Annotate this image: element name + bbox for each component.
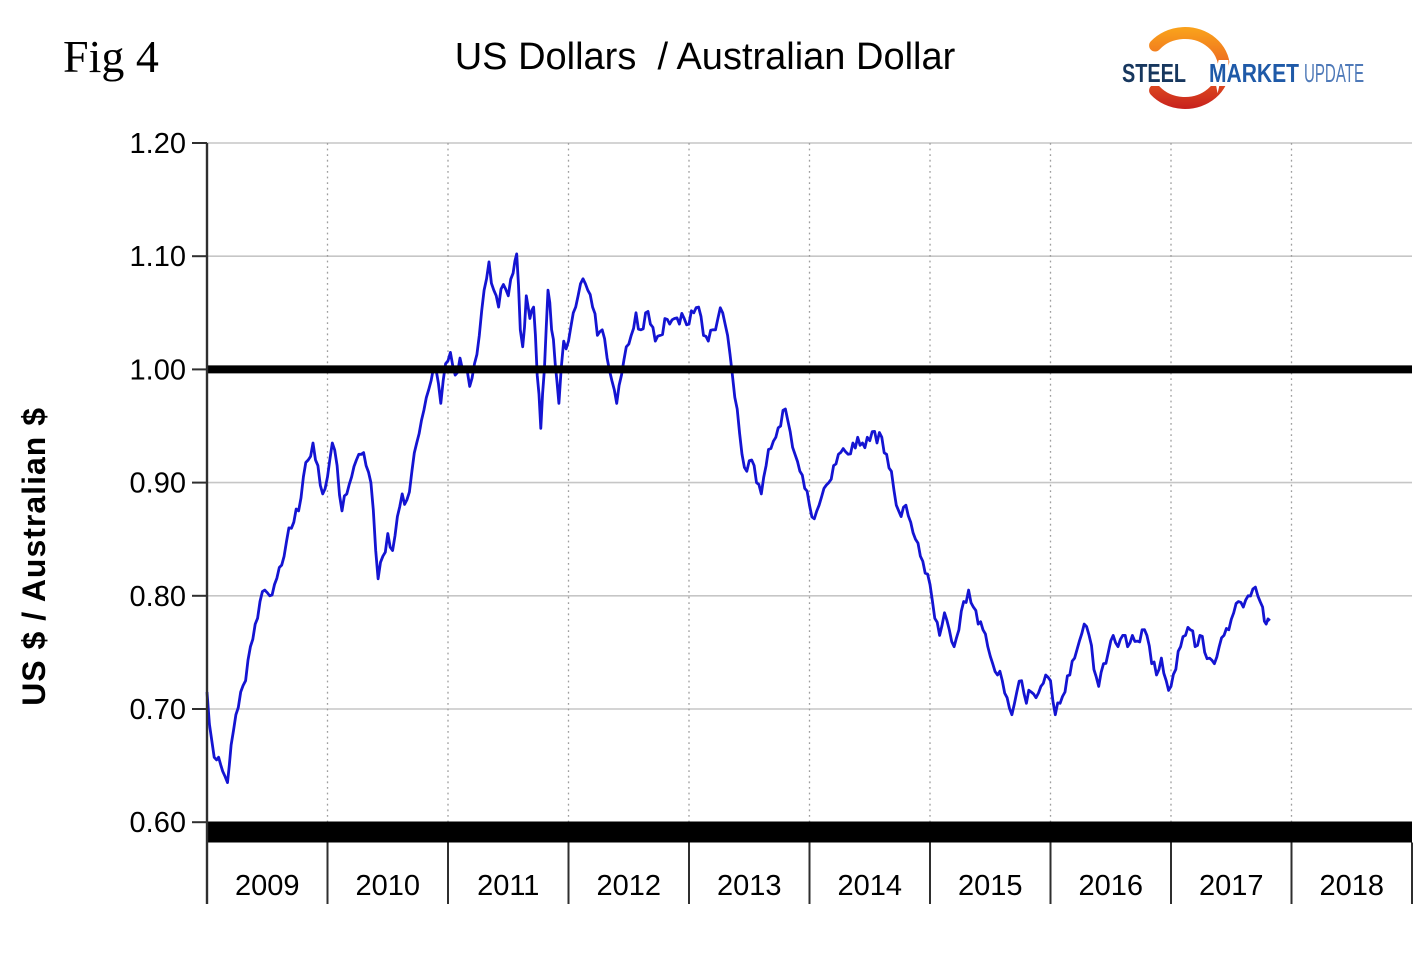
y-tick-label: 0.80 (130, 581, 186, 613)
x-tick-label: 2014 (837, 870, 902, 902)
x-tick-label: 2011 (477, 870, 539, 902)
y-tick-label: 1.00 (130, 354, 186, 386)
y-tick-label: 1.10 (130, 241, 186, 273)
y-tick-label: 0.90 (130, 468, 186, 500)
logo-word-steel: STEEL (1122, 58, 1186, 88)
logo-word-market: MARKET (1209, 58, 1299, 88)
y-tick-label: 0.70 (130, 694, 186, 726)
y-tick-label: 1.20 (130, 128, 186, 160)
x-tick-label: 2015 (958, 870, 1023, 902)
steel-market-update-logo: STEEL MARKET UPDATE (1118, 27, 1368, 109)
y-tick-label: 0.60 (130, 807, 186, 839)
x-tick-label: 2009 (235, 870, 300, 902)
chart-title: US Dollars / Australian Dollar (454, 36, 956, 78)
y-axis-title: US $ / Australian $ (15, 406, 52, 706)
x-tick-label: 2012 (596, 870, 661, 902)
x-tick-label: 2013 (717, 870, 782, 902)
fig-label: Fig 4 (63, 31, 159, 82)
logo-word-update: UPDATE (1304, 58, 1364, 88)
rate-line (205, 252, 1271, 784)
x-tick-label: 2018 (1319, 870, 1384, 902)
x-axis-bar (207, 821, 1412, 843)
x-tick-label: 2010 (355, 870, 420, 902)
x-tick-label: 2016 (1078, 870, 1143, 902)
logo-crescent-icon (1149, 27, 1230, 109)
x-tick-label: 2017 (1199, 870, 1264, 902)
